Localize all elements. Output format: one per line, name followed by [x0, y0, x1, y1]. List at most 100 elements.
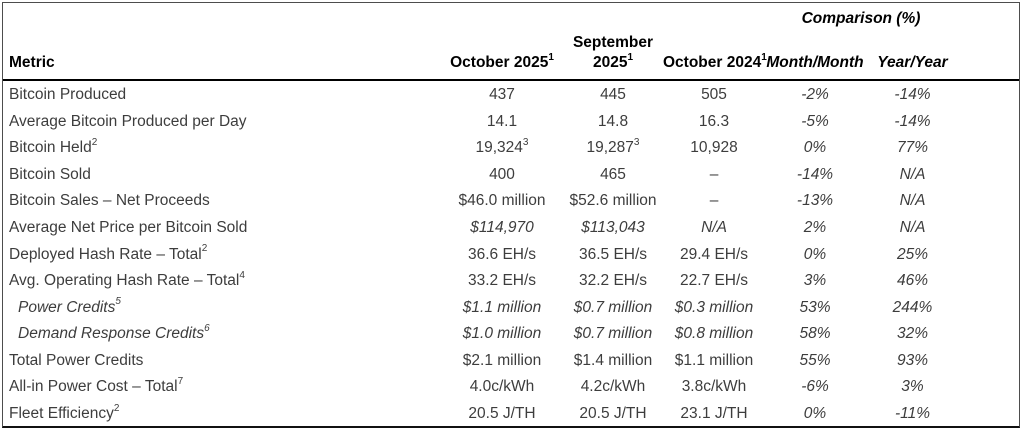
value-year-year: -11% [865, 405, 960, 423]
value-october-2025: 400 [441, 166, 563, 184]
value-year-year: N/A [865, 219, 960, 237]
table-row: Bitcoin Sold 400 465 – -14% N/A [3, 162, 1019, 189]
metric-label: Demand Response Credits6 [3, 323, 441, 343]
comparison-group-header: Comparison (%) [801, 10, 921, 27]
value-year-year: 244% [865, 299, 960, 317]
value-text: $46.0 million [458, 192, 546, 210]
value-year-year: 77% [865, 139, 960, 157]
value-text: 4.0c/kWh [469, 378, 535, 396]
value-september-2025: $113,043 [563, 219, 663, 237]
value-september-2025: $0.7 million [563, 325, 663, 343]
value-text: $1.4 million [573, 351, 653, 369]
value-text: 16.3 [698, 112, 730, 130]
value-september-2025: 14.8 [563, 113, 663, 131]
value-month-month: 0% [765, 139, 865, 157]
value-text: N/A [701, 219, 727, 236]
value-october-2024: $0.8 million [663, 325, 765, 343]
value-text: 29.4 EH/s [679, 245, 749, 263]
table-row: Bitcoin Held2 19,3243 19,2873 10,928 0% … [3, 135, 1019, 162]
col-header-september-year: 2025 [592, 54, 628, 71]
value-text: -13% [796, 192, 834, 210]
metric-label: All-in Power Cost – Total7 [3, 376, 441, 396]
value-text: $0.7 million [573, 325, 653, 343]
value-october-2024: 505 [663, 86, 765, 104]
value-october-2024: 23.1 J/TH [663, 405, 765, 423]
value-text: 22.7 EH/s [679, 272, 749, 290]
value-text: 23.1 J/TH [680, 404, 748, 422]
value-october-2024: $1.1 million [663, 352, 765, 370]
value-month-month: -2% [765, 86, 865, 104]
metric-label: Average Bitcoin Produced per Day [3, 113, 441, 131]
table-body: Bitcoin Produced 437 445 505 -2% -14% Av… [3, 81, 1019, 427]
value-october-2025: 4.0c/kWh [441, 378, 563, 396]
value-text: 20.5 J/TH [579, 404, 647, 422]
value-september-2025: 20.5 J/TH [563, 405, 663, 423]
value-text: N/A [899, 219, 926, 236]
value-october-2025: $46.0 million [441, 192, 563, 210]
metric-label: Power Credits5 [3, 297, 441, 317]
value-text: 32.2 EH/s [578, 272, 648, 290]
value-october-2024: – [663, 166, 765, 184]
value-text: $1.1 million [674, 351, 754, 369]
col-header-october-2024-label: October 2024 [663, 54, 762, 71]
value-month-month: 58% [765, 325, 865, 343]
value-text: 505 [701, 86, 727, 104]
metric-label-text: Bitcoin Produced [9, 86, 127, 104]
value-month-month: -13% [765, 192, 865, 210]
value-october-2024: 22.7 EH/s [663, 272, 765, 290]
col-header-october-2025: October 20251 [441, 52, 563, 73]
value-text: 14.1 [486, 112, 518, 130]
footnote-superscript: 6 [204, 323, 210, 335]
value-text: N/A [899, 192, 926, 210]
table-row: All-in Power Cost – Total7 4.0c/kWh 4.2c… [3, 374, 1019, 401]
value-text: $0.3 million [674, 298, 754, 316]
value-text: 2% [803, 219, 827, 236]
value-text: 0% [803, 404, 827, 422]
value-year-year: 46% [865, 272, 960, 290]
value-october-2025: 14.1 [441, 113, 563, 131]
value-text: 14.8 [597, 112, 629, 130]
value-month-month: -14% [765, 166, 865, 184]
value-october-2025: $1.1 million [441, 299, 563, 317]
value-text: $1.1 million [462, 298, 542, 316]
value-text: N/A [899, 165, 926, 183]
footnote-superscript: 4 [239, 269, 245, 281]
footnote-superscript: 3 [633, 137, 640, 149]
value-text: -6% [801, 378, 829, 396]
value-october-2024: 3.8c/kWh [663, 378, 765, 396]
metric-label-text: Deployed Hash Rate – Total [9, 245, 202, 263]
value-year-year: N/A [865, 192, 960, 210]
value-text: 58% [799, 325, 831, 343]
value-year-year: 25% [865, 246, 960, 264]
value-september-2025: 4.2c/kWh [563, 378, 663, 396]
value-text: – [709, 165, 719, 183]
metric-label-text: Power Credits [18, 298, 116, 316]
footnote-superscript: 7 [177, 376, 184, 388]
table-row: Average Bitcoin Produced per Day 14.1 14… [3, 109, 1019, 136]
value-text: 10,928 [690, 139, 738, 157]
footnote-superscript: 2 [201, 243, 208, 255]
value-text: 400 [489, 165, 515, 183]
value-october-2025: $1.0 million [441, 325, 563, 343]
value-september-2025: $0.7 million [563, 299, 663, 317]
table-row: Bitcoin Sales – Net Proceeds $46.0 milli… [3, 188, 1019, 215]
value-text: 33.2 EH/s [467, 272, 537, 290]
value-text: 25% [896, 245, 929, 263]
value-september-2025: 32.2 EH/s [563, 272, 663, 290]
value-text: -14% [894, 112, 931, 130]
value-text: 0% [803, 245, 827, 263]
col-header-october-2024: October 20241 [663, 51, 767, 73]
metric-label: Average Net Price per Bitcoin Sold [3, 219, 441, 237]
footnote-superscript: 1 [761, 51, 767, 63]
value-text: 53% [799, 298, 831, 316]
value-october-2025: 33.2 EH/s [441, 272, 563, 290]
value-text: 0% [803, 139, 827, 157]
value-month-month: 0% [765, 405, 865, 423]
value-text: 19,287 [586, 139, 634, 157]
value-text: 445 [600, 86, 626, 104]
value-text: -14% [796, 165, 834, 183]
value-october-2024: 10,928 [663, 139, 765, 157]
value-october-2025: 437 [441, 86, 563, 104]
value-text: 32% [896, 325, 929, 343]
